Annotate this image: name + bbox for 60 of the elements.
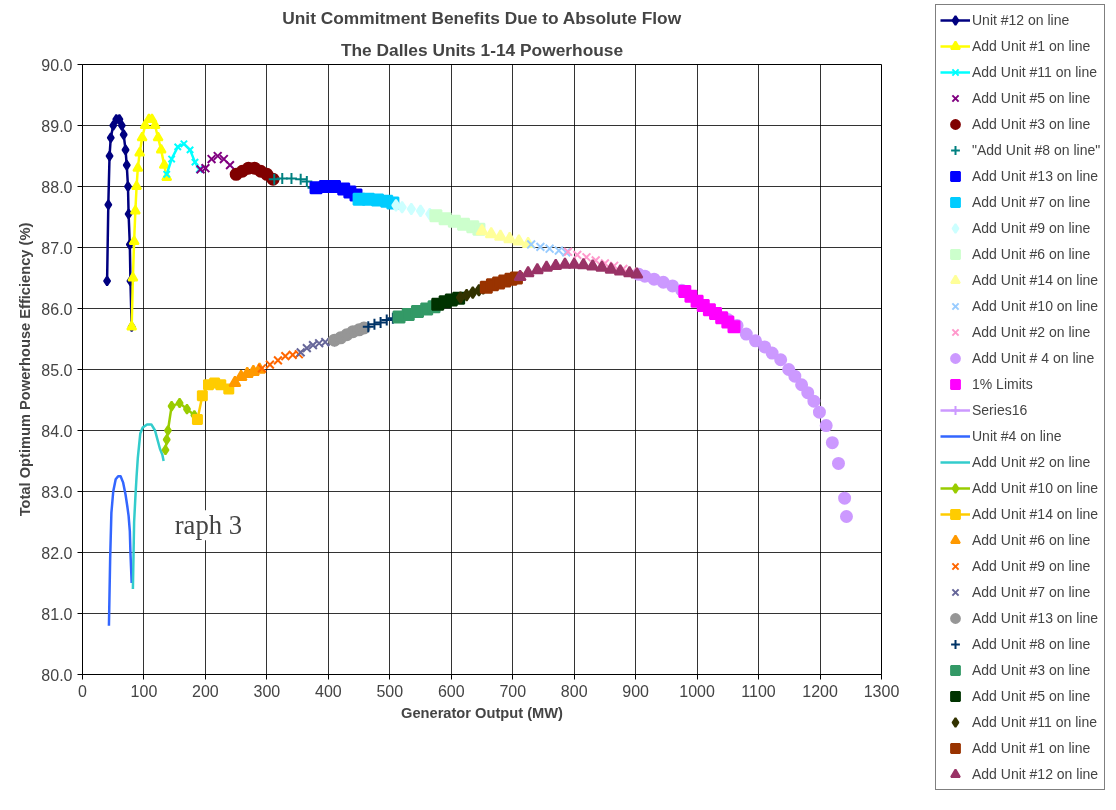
x-tick-label: 600 — [437, 682, 465, 700]
x-tick-label: 700 — [499, 682, 527, 700]
legend-label: Add Unit #10 on line — [972, 297, 1099, 316]
x-tick-label: 1300 — [863, 682, 900, 700]
legend-label: 1% Limits — [972, 375, 1033, 394]
legend-label: Add Unit #2 on line — [972, 453, 1091, 472]
y-tick-label: 86.0 — [41, 300, 73, 318]
y-tick-label: 88.0 — [41, 178, 73, 196]
x-tick-label: 200 — [192, 682, 219, 700]
legend-label: Add Unit #5 on line — [972, 89, 1091, 108]
legend-label: Add Unit #8 on line — [972, 635, 1091, 654]
x-tick-label: 300 — [253, 682, 281, 700]
x-tick-label: 100 — [130, 682, 158, 700]
legend-label: Add Unit #3 on line — [972, 115, 1091, 134]
x-tick-label: 1100 — [741, 682, 776, 700]
y-tick-label: 89.0 — [41, 117, 73, 135]
x-tick-label: 900 — [622, 682, 650, 700]
legend-label: Unit #4 on line — [972, 427, 1062, 446]
legend-label: "Add Unit #8 on line" — [972, 141, 1101, 160]
annotation: raph 3 — [174, 510, 243, 541]
legend-label: Add Unit # 4 on line — [972, 349, 1095, 368]
legend-label: Add Unit #10 on line — [972, 479, 1099, 498]
x-tick-label: 1000 — [679, 682, 716, 700]
legend-label: Add Unit #7 on line — [972, 193, 1091, 212]
legend-label: Add Unit #14 on line — [972, 271, 1099, 290]
y-tick-label: 90.0 — [41, 56, 73, 74]
x-axis-title: Generator Output (MW) — [400, 704, 564, 721]
legend-label: Add Unit #6 on line — [972, 531, 1091, 550]
legend-label: Series16 — [972, 401, 1028, 420]
x-tick-label: 1200 — [802, 682, 838, 700]
legend-label: Add Unit #13 on line — [972, 167, 1099, 186]
y-tick-label: 83.0 — [41, 483, 73, 501]
legend-label: Add Unit #5 on line — [972, 687, 1091, 706]
chart-title: Unit Commitment Benefits Due to Absolute Flow — [282, 7, 682, 28]
legend-label: Add Unit #11 on line — [972, 63, 1098, 82]
x-tick-label: 0 — [78, 682, 88, 700]
x-tick-label: 500 — [376, 682, 404, 700]
y-axis-title: Total Optimum Powerhouse Efficiency (%) — [17, 222, 34, 517]
legend-label: Add Unit #9 on line — [972, 219, 1091, 238]
legend-label: Unit #12 on line — [972, 11, 1070, 30]
y-tick-label: 82.0 — [41, 544, 73, 562]
x-tick-label: 400 — [315, 682, 342, 700]
legend-label: Add Unit #7 on line — [972, 583, 1091, 602]
x-tick-label: 800 — [560, 682, 588, 700]
legend-label: Add Unit #9 on line — [972, 557, 1091, 576]
legend-label: Add Unit #14 on line — [972, 505, 1099, 524]
legend-label: Add Unit #3 on line — [972, 661, 1091, 680]
legend-label: Add Unit #6 on line — [972, 245, 1091, 264]
chart-subtitle: The Dalles Units 1-14 Powerhouse — [340, 39, 624, 60]
y-tick-label: 81.0 — [41, 605, 73, 623]
legend-label: Add Unit #2 on line — [972, 323, 1091, 342]
legend-label: Add Unit #12 on line — [972, 765, 1099, 784]
y-tick-label: 85.0 — [41, 361, 73, 379]
legend-label: Add Unit #11 on line — [972, 713, 1098, 732]
y-tick-label: 80.0 — [41, 666, 73, 684]
y-tick-label: 87.0 — [41, 239, 73, 257]
legend-label: Add Unit #13 on line — [972, 609, 1099, 628]
y-tick-label: 84.0 — [41, 422, 73, 440]
legend-label: Add Unit #1 on line — [972, 739, 1091, 758]
legend-label: Add Unit #1 on line — [972, 37, 1091, 56]
